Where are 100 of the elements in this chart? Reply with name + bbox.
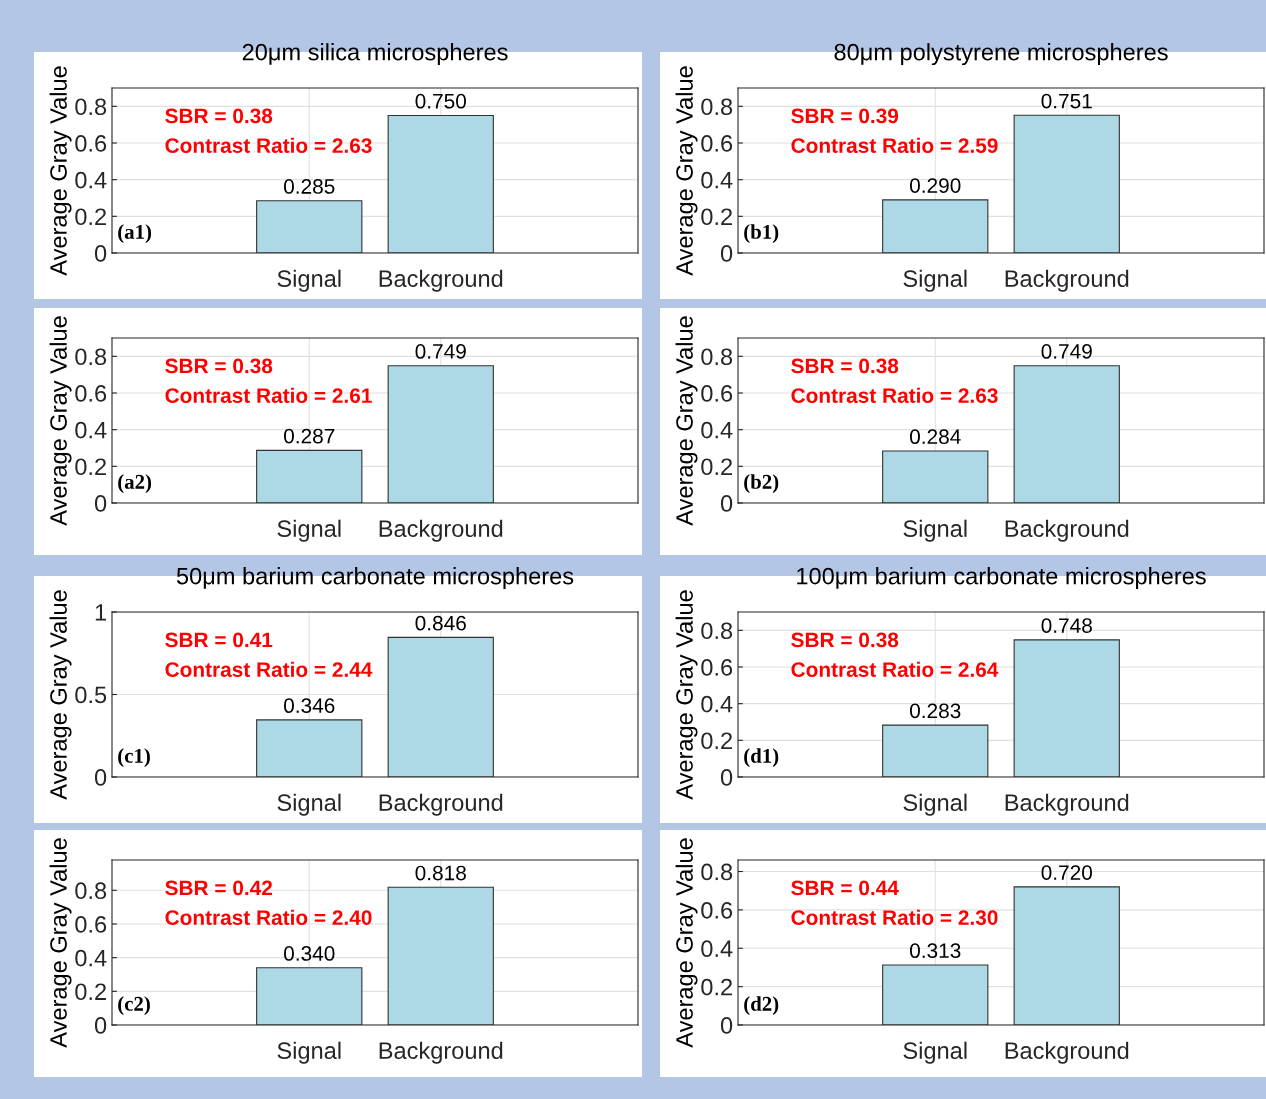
y-tick-label: 0.8 bbox=[75, 882, 107, 900]
text: (c1) bbox=[118, 748, 150, 768]
data-label: 0.751 bbox=[1041, 93, 1092, 109]
text: (c2) bbox=[118, 996, 150, 1016]
x-tick-label: Background bbox=[379, 269, 503, 292]
annotation: SBR = 0.38 bbox=[165, 358, 273, 374]
text: (d2) bbox=[744, 996, 779, 1016]
y-tick-label: 0.4 bbox=[75, 421, 107, 439]
data-label: 0.748 bbox=[1041, 618, 1092, 633]
y-tick-label: 0.6 bbox=[701, 901, 733, 919]
y-axis-title: Average Gray Value bbox=[49, 838, 72, 1048]
y-tick-label: 0.2 bbox=[701, 978, 732, 996]
annotation: SBR = 0.42 bbox=[165, 880, 273, 896]
y-tick-label: 0.4 bbox=[701, 695, 733, 713]
y-tick-label: 0.8 bbox=[75, 98, 107, 116]
y-tick-label: 0.6 bbox=[701, 659, 733, 676]
x-tick-label: Signal bbox=[903, 1041, 967, 1064]
y-tick-label: 0 bbox=[94, 245, 107, 262]
x-tick-label: Signal bbox=[903, 519, 967, 542]
y-tick-label: 0.2 bbox=[701, 458, 732, 476]
annotation: Contrast Ratio = 2.30 bbox=[791, 909, 998, 926]
annotation: Contrast Ratio = 2.63 bbox=[165, 137, 372, 154]
chart-title: 50μm barium carbonate microspheres bbox=[176, 567, 574, 590]
data-label: 0.749 bbox=[1041, 344, 1092, 359]
data-label: 0.285 bbox=[284, 179, 335, 194]
x-tick-label: Background bbox=[1005, 1041, 1129, 1064]
y-tick-label: 0 bbox=[720, 769, 733, 786]
y-tick-label: 0.8 bbox=[75, 348, 107, 366]
y-axis-title: Average Gray Value bbox=[49, 590, 72, 800]
annotation: Contrast Ratio = 2.59 bbox=[791, 137, 998, 153]
chart-title: 20μm silica microspheres bbox=[242, 43, 508, 66]
data-label: 0.290 bbox=[910, 178, 961, 193]
y-axis-title: Average Gray Value bbox=[675, 66, 698, 276]
data-label: 0.284 bbox=[910, 429, 961, 445]
data-label: 0.749 bbox=[415, 344, 466, 359]
text: (a1) bbox=[118, 224, 152, 244]
data-label: 0.287 bbox=[284, 428, 335, 444]
annotation: SBR = 0.39 bbox=[791, 108, 899, 124]
y-tick-label: 0.4 bbox=[701, 940, 733, 958]
x-tick-label: Background bbox=[379, 519, 503, 542]
chart-title: 80μm polystyrene microspheres bbox=[834, 43, 1168, 66]
annotation: Contrast Ratio = 2.63 bbox=[791, 387, 998, 404]
y-tick-label: 0.2 bbox=[701, 208, 732, 226]
data-label: 0.283 bbox=[910, 703, 961, 719]
y-tick-label: 1 bbox=[95, 604, 106, 621]
y-tick-label: 0 bbox=[720, 245, 733, 262]
y-tick-label: 0.6 bbox=[701, 135, 733, 152]
x-tick-label: Signal bbox=[277, 1041, 341, 1064]
x-tick-label: Signal bbox=[277, 793, 341, 816]
y-tick-label: 0 bbox=[94, 495, 107, 512]
annotation: SBR = 0.38 bbox=[791, 632, 899, 648]
text: (b1) bbox=[744, 224, 779, 244]
text: (a2) bbox=[118, 474, 152, 494]
y-tick-label: 0.2 bbox=[75, 983, 106, 1001]
y-tick-label: 0 bbox=[720, 495, 733, 512]
y-tick-label: 0.8 bbox=[701, 863, 733, 881]
y-axis-title: Average Gray Value bbox=[675, 316, 698, 526]
text: (d1) bbox=[744, 748, 779, 768]
annotation: Contrast Ratio = 2.64 bbox=[791, 661, 999, 677]
annotation: SBR = 0.44 bbox=[791, 880, 899, 896]
annotation: SBR = 0.38 bbox=[791, 358, 899, 374]
y-tick-label: 0.6 bbox=[701, 385, 733, 402]
y-tick-label: 0.8 bbox=[701, 622, 733, 640]
y-tick-label: 0.2 bbox=[701, 732, 732, 750]
annotation: SBR = 0.38 bbox=[165, 108, 273, 124]
x-tick-label: Background bbox=[379, 793, 503, 816]
data-label: 0.340 bbox=[284, 946, 335, 961]
annotation: SBR = 0.41 bbox=[165, 632, 273, 648]
y-axis-title: Average Gray Value bbox=[675, 590, 698, 800]
data-label: 0.720 bbox=[1041, 865, 1092, 880]
x-tick-label: Background bbox=[1005, 269, 1129, 292]
y-tick-label: 0.4 bbox=[75, 949, 107, 967]
data-label: 0.346 bbox=[284, 698, 335, 714]
y-tick-label: 0 bbox=[94, 769, 107, 786]
y-axis-title: Average Gray Value bbox=[49, 66, 72, 276]
annotation: Contrast Ratio = 2.44 bbox=[165, 661, 373, 677]
x-tick-label: Signal bbox=[903, 269, 967, 292]
x-tick-label: Background bbox=[1005, 793, 1129, 816]
x-tick-label: Background bbox=[1005, 519, 1129, 542]
y-axis-title: Average Gray Value bbox=[675, 838, 698, 1048]
data-label: 0.846 bbox=[415, 615, 466, 631]
y-tick-label: 0.8 bbox=[701, 98, 733, 116]
text: (b2) bbox=[744, 474, 779, 494]
y-tick-label: 0.4 bbox=[701, 421, 733, 439]
y-tick-label: 0.4 bbox=[75, 171, 107, 189]
y-tick-label: 0.6 bbox=[75, 385, 107, 402]
y-tick-label: 0.6 bbox=[75, 135, 107, 152]
y-tick-label: 0.2 bbox=[75, 458, 106, 476]
y-tick-label: 0 bbox=[94, 1017, 107, 1034]
y-tick-label: 0.4 bbox=[701, 171, 733, 189]
annotation: Contrast Ratio = 2.61 bbox=[165, 387, 372, 403]
y-tick-label: 0.5 bbox=[75, 686, 107, 704]
y-tick-label: 0.8 bbox=[701, 348, 733, 366]
y-axis-title: Average Gray Value bbox=[49, 316, 72, 526]
x-tick-label: Signal bbox=[903, 793, 967, 816]
y-tick-label: 0 bbox=[720, 1017, 733, 1034]
annotation: Contrast Ratio = 2.40 bbox=[165, 909, 372, 925]
x-tick-label: Signal bbox=[277, 269, 341, 292]
y-tick-label: 0.2 bbox=[75, 208, 106, 226]
x-tick-label: Signal bbox=[277, 519, 341, 542]
